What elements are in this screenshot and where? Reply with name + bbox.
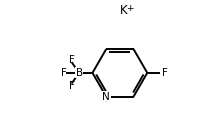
Text: K: K (120, 4, 128, 17)
Text: F: F (162, 68, 168, 78)
Text: B: B (76, 68, 83, 78)
Text: N: N (102, 92, 110, 102)
Text: F: F (69, 81, 75, 91)
Text: +: + (126, 4, 134, 13)
Text: F: F (69, 55, 75, 65)
Text: F: F (61, 68, 67, 78)
